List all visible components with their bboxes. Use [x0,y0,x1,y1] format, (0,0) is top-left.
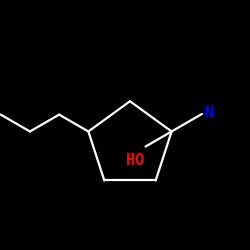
Text: N: N [204,106,214,122]
Text: HO: HO [126,153,144,168]
